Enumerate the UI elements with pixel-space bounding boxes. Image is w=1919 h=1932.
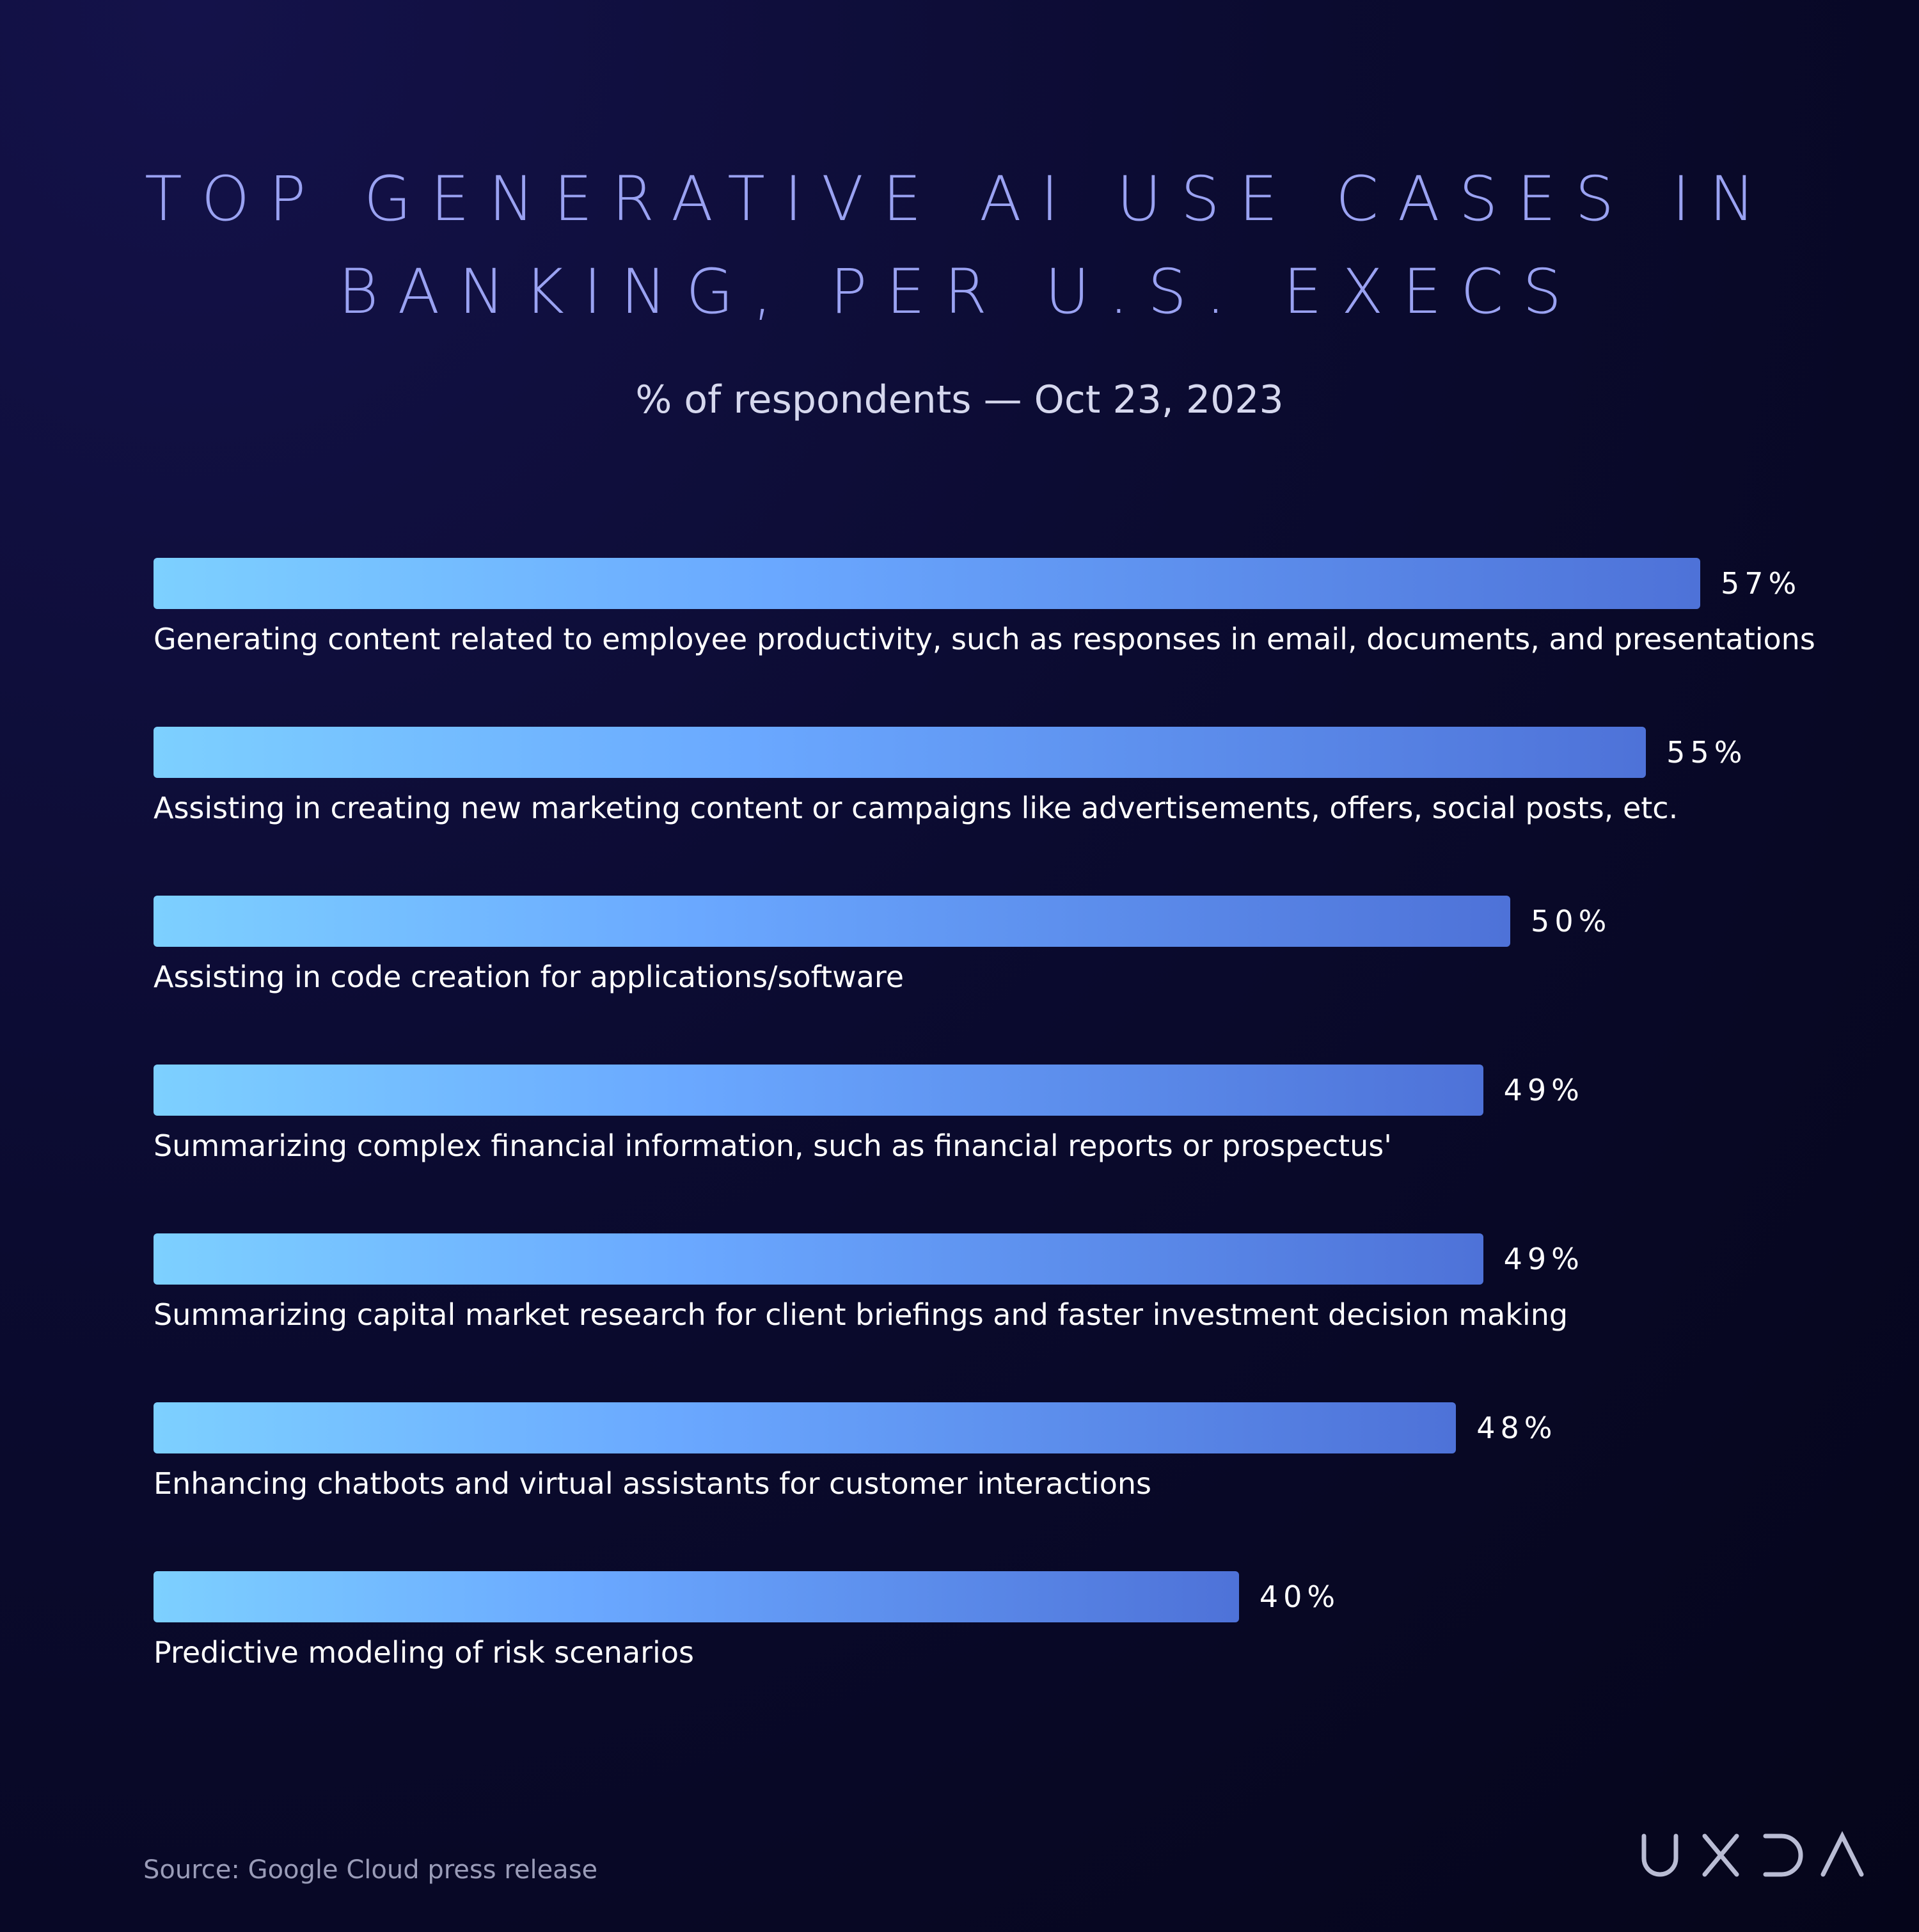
category-label-2: Assisting in creating new marketing cont…: [154, 791, 1678, 825]
chart-subtitle: % of respondents — Oct 23, 2023: [635, 377, 1284, 422]
uxda-logo: [1641, 1831, 1864, 1877]
value-label-6: 48%: [1476, 1411, 1558, 1445]
bar-4: [154, 1065, 1483, 1116]
category-label-6: Enhancing chatbots and virtual assistant…: [154, 1466, 1151, 1501]
bar-3: [154, 896, 1511, 947]
source-note: Source: Google Cloud press release: [143, 1855, 598, 1885]
category-label-4: Summarizing complex financial informatio…: [154, 1128, 1392, 1163]
bar-7: [154, 1571, 1239, 1622]
value-label-5: 49%: [1503, 1242, 1584, 1276]
bar-5: [154, 1233, 1483, 1285]
category-label-3: Assisting in code creation for applicati…: [154, 960, 904, 994]
value-label-2: 55%: [1666, 735, 1748, 770]
bar-2: [154, 727, 1647, 778]
category-label-5: Summarizing capital market research for …: [154, 1297, 1568, 1332]
bar-1: [154, 558, 1700, 609]
value-label-4: 49%: [1503, 1073, 1584, 1107]
value-label-1: 57%: [1721, 566, 1802, 601]
chart-title-line-2: BANKING, PER U.S. EXECS: [338, 256, 1581, 328]
category-label-7: Predictive modeling of risk scenarios: [154, 1635, 694, 1670]
chart-title-line-1: TOP GENERATIVE AI USE CASES IN: [145, 163, 1774, 235]
value-label-7: 40%: [1259, 1580, 1341, 1614]
bar-6: [154, 1402, 1457, 1453]
category-label-1: Generating content related to employee p…: [154, 622, 1815, 656]
value-label-3: 50%: [1531, 904, 1612, 938]
